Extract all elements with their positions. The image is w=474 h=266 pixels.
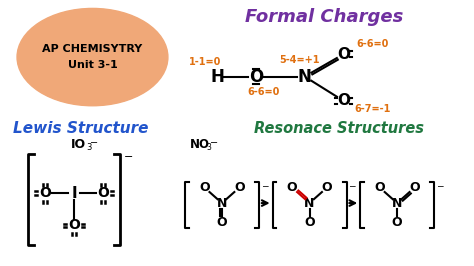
Text: O: O	[39, 186, 51, 200]
Text: O: O	[68, 218, 80, 232]
Text: O: O	[249, 68, 263, 86]
Text: O: O	[337, 47, 350, 62]
Text: 1-1=0: 1-1=0	[189, 57, 221, 67]
Text: Formal Charges: Formal Charges	[245, 8, 403, 26]
Text: Lewis Structure: Lewis Structure	[13, 121, 148, 136]
Text: −: −	[124, 152, 133, 163]
Text: O: O	[97, 186, 109, 200]
Text: −: −	[348, 182, 356, 191]
Text: 3: 3	[207, 143, 212, 152]
Text: 6-6=0: 6-6=0	[247, 87, 280, 97]
Text: −: −	[261, 182, 268, 191]
Text: O: O	[322, 181, 332, 194]
Text: −: −	[91, 138, 99, 148]
Text: 3: 3	[86, 143, 91, 152]
Text: O: O	[410, 181, 420, 194]
Text: N: N	[217, 197, 227, 210]
Text: N: N	[392, 197, 402, 210]
Text: 6-7=-1: 6-7=-1	[355, 104, 391, 114]
Text: −: −	[436, 182, 444, 191]
Text: N: N	[304, 197, 315, 210]
Text: O: O	[374, 181, 385, 194]
Text: O: O	[392, 216, 402, 229]
Text: O: O	[304, 216, 315, 229]
Text: N: N	[298, 68, 311, 86]
Text: O: O	[217, 216, 227, 229]
Text: 5-4=+1: 5-4=+1	[280, 55, 320, 65]
Text: 6-6=0: 6-6=0	[356, 39, 389, 49]
Text: O: O	[287, 181, 297, 194]
Text: I: I	[71, 186, 77, 201]
Text: AP CHEMISYTRY: AP CHEMISYTRY	[42, 44, 143, 54]
Text: O: O	[337, 93, 350, 108]
Text: NO: NO	[190, 138, 210, 151]
Text: −: −	[210, 138, 218, 148]
Text: Resonace Structures: Resonace Structures	[254, 121, 424, 136]
Ellipse shape	[17, 9, 168, 106]
Text: IO: IO	[71, 138, 86, 151]
Text: O: O	[199, 181, 210, 194]
Text: H: H	[210, 68, 224, 86]
Text: Unit 3-1: Unit 3-1	[68, 60, 118, 70]
Text: O: O	[234, 181, 245, 194]
